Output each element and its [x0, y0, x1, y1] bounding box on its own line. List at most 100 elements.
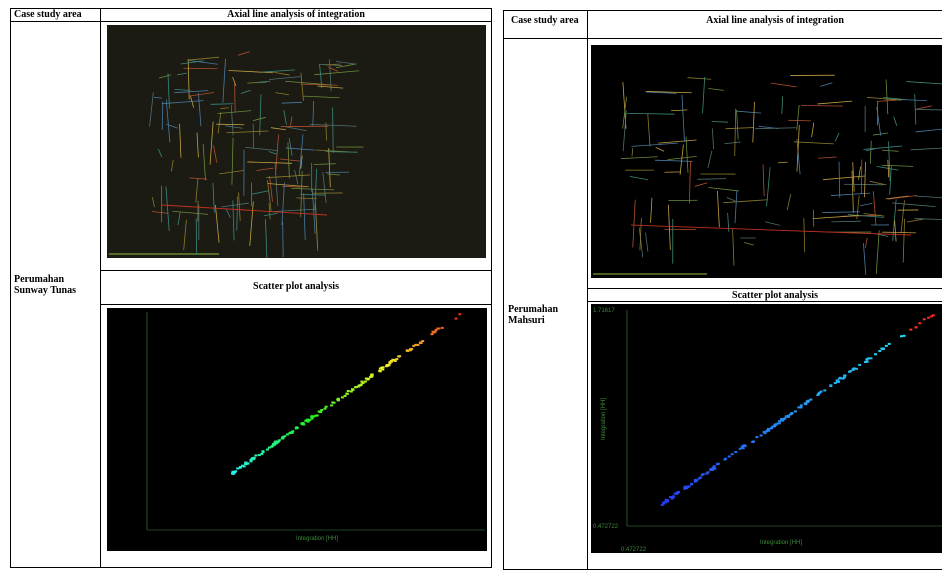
- decoration: [848, 371, 851, 373]
- area-name: Perumahan Mahsuri: [508, 304, 584, 326]
- decoration: [302, 422, 305, 424]
- decoration: [844, 184, 884, 185]
- decoration: [318, 411, 321, 413]
- decoration: [823, 389, 826, 391]
- decoration: [316, 414, 319, 416]
- decoration: [809, 399, 812, 401]
- decoration: [254, 454, 257, 456]
- decoration: [347, 390, 350, 392]
- decoration: [909, 329, 912, 331]
- decoration: [397, 355, 400, 357]
- decoration: [211, 104, 234, 105]
- section-heading: Scatter plot analysis: [100, 281, 492, 292]
- decoration: [311, 418, 314, 420]
- decoration: [236, 467, 239, 469]
- decoration: [838, 378, 841, 380]
- decoration: [283, 222, 284, 257]
- decoration: [885, 345, 888, 347]
- decoration: [351, 388, 354, 390]
- scatter-plot: 1.71617 0.472722 0.472722 Integration [H…: [591, 304, 942, 553]
- decoration: [250, 460, 253, 462]
- decoration: [271, 445, 274, 447]
- row-line: [503, 38, 942, 39]
- header-cell: Case study area: [511, 15, 579, 26]
- decoration: [866, 361, 869, 363]
- decoration: [930, 315, 933, 317]
- row-line: [10, 21, 492, 22]
- decoration: [311, 415, 314, 417]
- scatter-plot: Integration [HH]: [107, 308, 487, 551]
- decoration: [385, 364, 388, 366]
- decoration: [739, 448, 742, 450]
- decoration: [286, 433, 289, 435]
- decoration: [341, 396, 344, 398]
- decoration: [829, 384, 832, 386]
- decoration: [666, 500, 669, 502]
- decoration: [763, 431, 766, 433]
- y-axis-label: Integration [HH]: [601, 398, 607, 440]
- decoration: [852, 369, 855, 371]
- decoration: [770, 427, 773, 429]
- decoration: [707, 471, 710, 473]
- decoration: [360, 381, 363, 383]
- decoration: [888, 343, 891, 345]
- decoration: [734, 451, 737, 453]
- decoration: [306, 419, 309, 421]
- header-cell: Axial line analysis of integration: [100, 9, 492, 20]
- decoration: [806, 401, 809, 403]
- decoration: [688, 485, 691, 487]
- decoration: [346, 393, 349, 395]
- decoration: [350, 390, 353, 392]
- section-heading: Scatter plot analysis: [587, 290, 942, 301]
- decoration: [323, 408, 326, 410]
- decoration: [743, 444, 746, 446]
- decoration: [800, 404, 803, 406]
- decoration: [388, 362, 391, 364]
- header-cell: Case study area: [14, 9, 82, 20]
- decoration: [431, 333, 434, 335]
- decoration: [395, 358, 398, 360]
- decoration: [291, 430, 294, 432]
- decoration: [416, 344, 419, 346]
- decoration: [724, 458, 727, 460]
- decoration: [274, 442, 277, 444]
- decoration: [923, 318, 926, 320]
- decoration: [437, 328, 440, 330]
- decoration: [836, 381, 839, 383]
- decoration: [927, 317, 930, 319]
- decoration: [741, 446, 744, 448]
- decoration: [357, 385, 360, 387]
- decoration: [278, 439, 281, 441]
- decoration: [367, 378, 370, 380]
- decoration: [869, 357, 872, 359]
- decoration: [295, 427, 298, 429]
- decoration: [751, 441, 754, 443]
- decoration: [676, 492, 679, 494]
- decoration: [777, 422, 780, 424]
- area-name: Perumahan Sunway Tunas: [14, 274, 98, 296]
- decoration: [760, 434, 763, 436]
- axial-map: [591, 45, 942, 278]
- page: Case study area Axial line analysis of i…: [0, 0, 942, 553]
- x-min-label: 0.472722: [621, 547, 647, 553]
- decoration: [458, 313, 461, 315]
- decoration: [232, 471, 235, 473]
- decoration: [818, 392, 821, 394]
- y-min-label: 0.472722: [593, 524, 619, 530]
- decoration: [694, 479, 697, 481]
- decoration: [378, 370, 381, 372]
- header-cell: Axial line analysis of integration: [587, 15, 942, 26]
- decoration: [360, 384, 363, 386]
- decoration: [393, 359, 396, 361]
- decoration: [841, 378, 844, 380]
- decoration: [755, 436, 758, 438]
- y-max-label: 1.71617: [593, 308, 615, 314]
- decoration: [671, 496, 674, 498]
- decoration: [331, 401, 334, 403]
- decoration: [258, 454, 261, 456]
- decoration: [379, 368, 382, 370]
- decoration: [251, 457, 254, 459]
- decoration: [262, 450, 265, 452]
- decoration: [406, 349, 409, 351]
- decoration: [918, 322, 921, 324]
